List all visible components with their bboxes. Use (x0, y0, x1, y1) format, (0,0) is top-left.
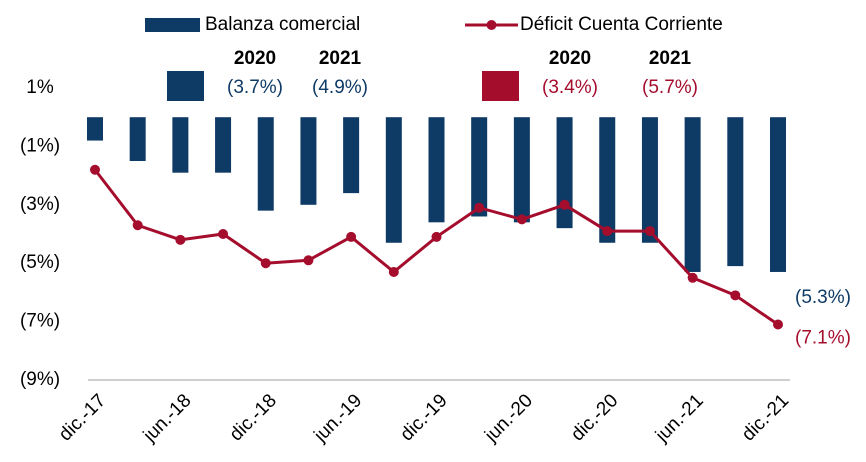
line-point (218, 229, 229, 239)
bar (87, 117, 103, 141)
legend-label: Balanza comercial (205, 14, 360, 35)
x-tick-label: dic.-19 (396, 390, 451, 445)
bar (770, 117, 786, 272)
bar (300, 117, 317, 205)
y-tick-label: (5%) (20, 252, 60, 273)
y-tick-label: (3%) (20, 194, 60, 215)
line-point (260, 258, 271, 269)
bar (556, 117, 573, 229)
summary-year: 2020 (549, 48, 591, 69)
summary-year: 2021 (319, 48, 362, 69)
end-label: (5.3%) (795, 287, 851, 308)
line-point (644, 226, 655, 237)
end-label: (7.1%) (795, 328, 851, 349)
summary-label: (3.7%) (227, 77, 283, 98)
bar (599, 117, 616, 243)
x-tick-label: jun.-18 (139, 390, 196, 447)
bar (215, 117, 232, 173)
bar (727, 117, 744, 267)
y-tick-label: 1% (26, 77, 54, 98)
bar (257, 117, 274, 211)
summary-label: (5.7%) (642, 77, 698, 98)
line-point (474, 202, 485, 213)
bar (428, 117, 445, 223)
summary-year: 2020 (234, 48, 276, 69)
line-point (132, 220, 143, 231)
bar (129, 117, 146, 161)
line-point (431, 231, 442, 242)
x-tick-label: dic.-20 (567, 390, 622, 445)
line-point (773, 319, 783, 330)
line-point (516, 214, 527, 225)
line-point (730, 290, 741, 301)
x-tick-label: jun.-20 (480, 390, 537, 447)
x-tick-label: jun.-19 (310, 390, 367, 447)
line-point (90, 164, 100, 175)
line-point (687, 272, 698, 283)
legend-swatch (486, 20, 497, 30)
summary-swatch (167, 71, 204, 101)
bar (385, 117, 402, 243)
legend-label: Déficit Cuenta Corriente (520, 14, 723, 35)
line-point (388, 266, 399, 277)
x-tick-label: dic.-21 (738, 390, 793, 445)
y-tick-label: (7%) (20, 311, 60, 332)
summary-swatch (482, 71, 519, 101)
line-point (346, 231, 357, 242)
line-point (602, 226, 613, 237)
bar (172, 117, 189, 173)
bar (513, 117, 530, 223)
summary-label: (3.4%) (542, 77, 598, 98)
x-tick-label: dic.-17 (55, 390, 110, 445)
bar (343, 117, 360, 194)
bar (641, 117, 658, 243)
summary-label: (4.9%) (312, 77, 368, 98)
bar (684, 117, 701, 272)
x-tick-label: jun.-21 (651, 390, 708, 447)
line-point (303, 255, 314, 266)
bar (471, 117, 488, 217)
summary-year: 2021 (649, 48, 692, 69)
y-tick-label: (9%) (20, 369, 60, 390)
y-tick-label: (1%) (20, 135, 60, 156)
legend-swatch (145, 18, 200, 32)
line-point (175, 234, 186, 245)
x-tick-label: dic.-18 (226, 390, 281, 445)
line-point (559, 199, 570, 210)
